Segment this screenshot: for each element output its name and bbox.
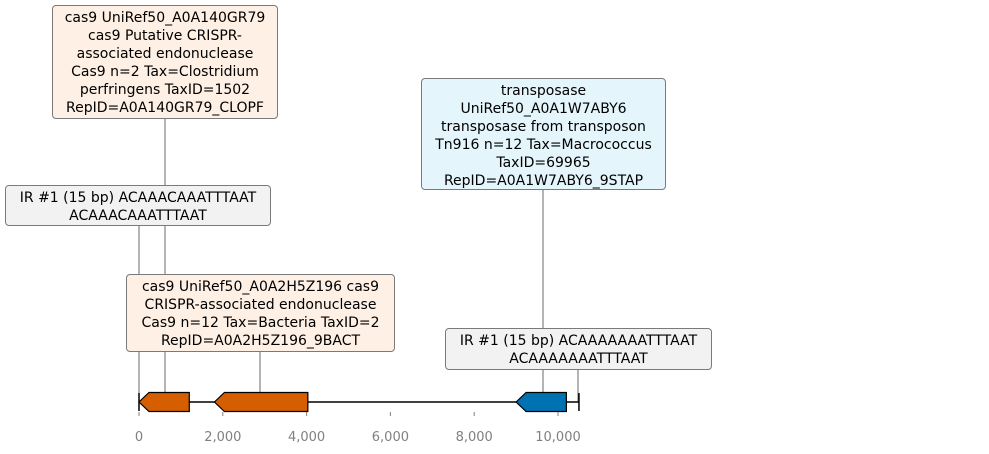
axis-tick-label: 0 [135, 430, 143, 445]
annotation-ir-left: IR #1 (15 bp) ACAAACAAATTTAAT ACAAACAAAT… [5, 185, 271, 226]
axis-tick-label: 8,000 [456, 430, 493, 445]
axis-tick-label: 6,000 [372, 430, 409, 445]
feature-cas9_small [138, 391, 190, 413]
annotation-cas9-a0a2h5z196: cas9 UniRef50_A0A2H5Z196 cas9 CRISPR-ass… [126, 274, 395, 352]
axis-tick-label: 4,000 [288, 430, 325, 445]
x-axis: 0 2,000 4,000 6,000 8,000 10,000 [135, 412, 581, 445]
annotation-cas9-a0a140gr79: cas9 UniRef50_A0A140GR79 cas9 Putative C… [52, 5, 278, 119]
annotation-transposase: transposase UniRef50_A0A1W7ABY6 transpos… [421, 78, 666, 190]
feature-cas9_large [213, 391, 309, 413]
axis-tick-label: 2,000 [204, 430, 241, 445]
feature-track [138, 391, 567, 413]
annotation-ir-right: IR #1 (15 bp) ACAAAAAAATTTAAT ACAAAAAAAT… [445, 328, 712, 370]
axis-tick-label: 10,000 [535, 430, 581, 445]
feature-transposase [515, 391, 567, 413]
